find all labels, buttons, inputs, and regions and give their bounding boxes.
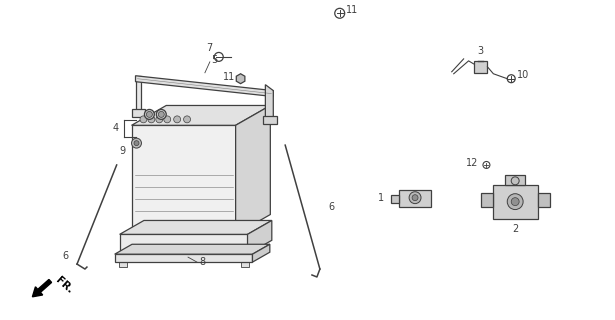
Text: 11: 11 [223,72,235,82]
Polygon shape [482,193,493,207]
Polygon shape [132,106,271,125]
Circle shape [184,116,191,123]
Polygon shape [114,254,253,262]
Text: 6: 6 [329,202,335,212]
Text: 1: 1 [378,193,384,203]
Polygon shape [236,74,245,84]
Circle shape [511,177,519,185]
Text: 8: 8 [200,257,206,267]
Polygon shape [114,244,270,254]
Polygon shape [135,76,273,97]
Polygon shape [263,116,277,124]
Text: FR.: FR. [54,275,74,295]
Circle shape [173,116,181,123]
Text: 12: 12 [466,158,478,168]
Text: 5: 5 [212,55,218,65]
Circle shape [156,116,163,123]
Polygon shape [135,76,141,113]
Circle shape [507,194,523,210]
FancyBboxPatch shape [119,262,127,267]
Polygon shape [399,190,431,207]
Text: 9: 9 [119,146,125,156]
Circle shape [164,116,171,123]
Circle shape [409,192,421,204]
Text: 4: 4 [113,123,119,133]
Circle shape [412,195,418,201]
Polygon shape [120,220,272,234]
Text: 11: 11 [346,5,358,15]
Polygon shape [493,185,538,220]
Polygon shape [236,106,271,234]
Polygon shape [247,220,272,254]
Text: 2: 2 [512,224,518,234]
Text: 3: 3 [477,46,483,56]
Polygon shape [391,195,399,203]
Polygon shape [506,175,525,185]
Circle shape [511,198,519,206]
Polygon shape [253,244,270,262]
Polygon shape [538,193,550,207]
Circle shape [134,141,139,146]
Circle shape [148,116,155,123]
Polygon shape [120,234,247,254]
Circle shape [140,116,147,123]
Polygon shape [132,109,145,117]
Text: 10: 10 [517,70,530,80]
Circle shape [132,138,141,148]
Circle shape [158,111,164,117]
Polygon shape [265,85,273,120]
FancyBboxPatch shape [240,262,248,267]
Circle shape [146,111,153,117]
Polygon shape [474,61,488,73]
Text: 6: 6 [62,251,68,261]
Text: 7: 7 [206,43,212,53]
Circle shape [145,109,154,119]
FancyArrow shape [33,279,52,297]
Polygon shape [132,125,236,234]
Circle shape [156,109,166,119]
